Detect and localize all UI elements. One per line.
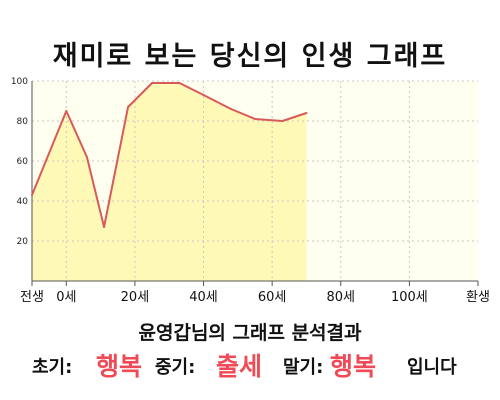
early-value: 행복 bbox=[96, 352, 143, 381]
life-chart: 20 40 60 80 100 전생 0세 20세 40세 60세 80세 100세 환생 bbox=[11, 77, 490, 305]
x-tick-label: 60세 bbox=[258, 290, 287, 305]
result-row: 초기: 행복 중기: 출세 말기: 행복 입니다 bbox=[0, 345, 500, 385]
ending-text: 입니다 bbox=[407, 357, 457, 378]
data-point bbox=[127, 106, 130, 108]
x-tick-label: 80세 bbox=[327, 290, 356, 305]
data-point bbox=[103, 226, 106, 228]
early-label: 초기: bbox=[32, 357, 73, 378]
x-tick-label: 40세 bbox=[189, 290, 218, 305]
data-point bbox=[151, 82, 154, 84]
mid-value: 출세 bbox=[216, 352, 263, 381]
x-tick-label: 환생 bbox=[466, 290, 490, 305]
page-title: 재미로 보는 당신의 인생 그래프 bbox=[52, 41, 448, 72]
data-point bbox=[229, 108, 232, 110]
mid-label: 중기: bbox=[155, 357, 196, 378]
y-tick-label: 80 bbox=[17, 117, 29, 127]
y-tick-label: 20 bbox=[17, 237, 29, 247]
data-point bbox=[85, 156, 88, 158]
data-point bbox=[31, 194, 33, 196]
data-point bbox=[178, 82, 181, 84]
area-fill bbox=[32, 83, 307, 281]
data-point bbox=[254, 118, 256, 120]
x-tick-label: 0세 bbox=[56, 290, 76, 305]
life-line bbox=[31, 82, 307, 228]
data-point bbox=[305, 112, 308, 114]
data-point bbox=[202, 94, 205, 96]
data-point bbox=[65, 110, 68, 112]
late-value: 행복 bbox=[330, 352, 377, 381]
x-tick-label: 전생 bbox=[20, 290, 44, 305]
x-tick-label: 20세 bbox=[121, 290, 150, 305]
x-tick-label: 100세 bbox=[391, 290, 428, 305]
y-tick-label: 40 bbox=[17, 197, 29, 207]
data-point bbox=[281, 120, 284, 122]
summary-title: 윤영갑님의 그래프 분석결과 bbox=[138, 322, 362, 344]
late-label: 말기: bbox=[283, 357, 324, 378]
y-tick-label: 60 bbox=[17, 157, 29, 167]
y-tick-label: 100 bbox=[11, 77, 28, 87]
